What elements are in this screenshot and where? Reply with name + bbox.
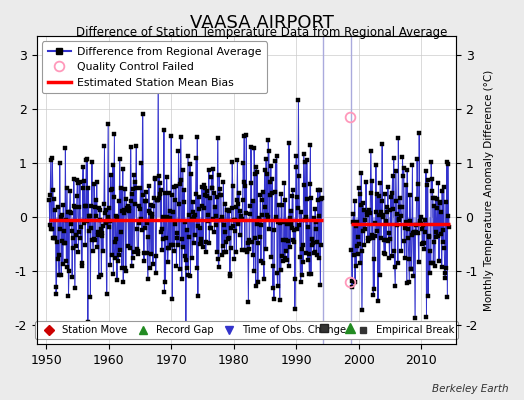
Legend: Station Move, Record Gap, Time of Obs. Change, Empirical Break: Station Move, Record Gap, Time of Obs. C…: [35, 321, 458, 339]
Text: Difference of Station Temperature Data from Regional Average: Difference of Station Temperature Data f…: [77, 26, 447, 39]
Y-axis label: Monthly Temperature Anomaly Difference (°C): Monthly Temperature Anomaly Difference (…: [484, 69, 494, 311]
Text: VAASA AIRPORT: VAASA AIRPORT: [190, 14, 334, 32]
Text: Berkeley Earth: Berkeley Earth: [432, 384, 508, 394]
